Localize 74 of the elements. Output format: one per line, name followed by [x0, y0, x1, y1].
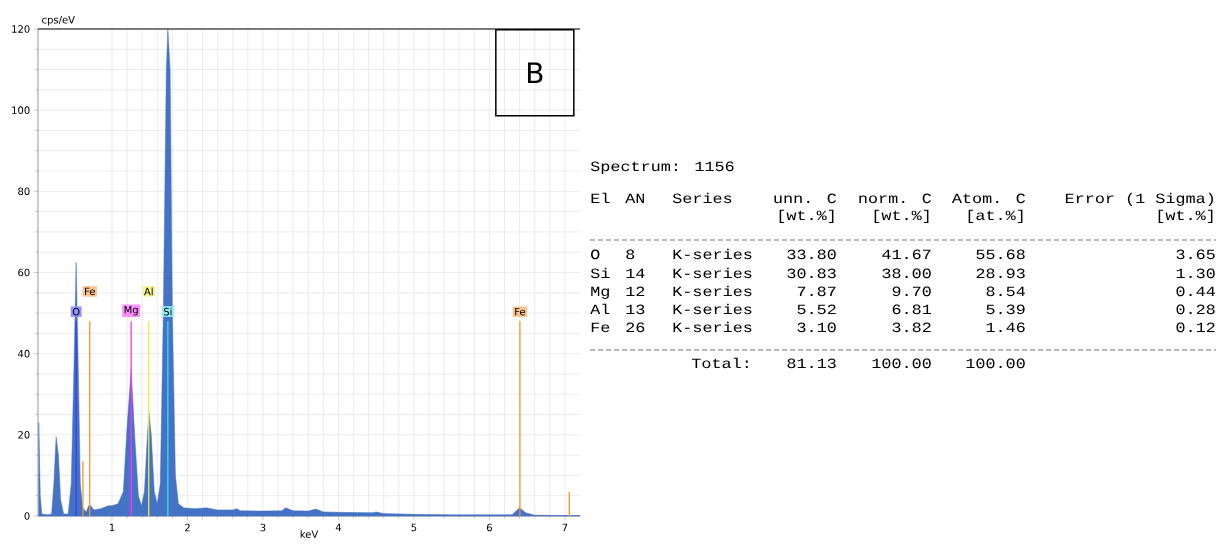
text: 8: [626, 249, 635, 260]
text: 3.65: [1176, 249, 1215, 260]
text: 3.82: [892, 322, 931, 333]
x-tick-label: 6: [486, 523, 492, 532]
text: Fe: [85, 287, 95, 296]
text: 100.00: [872, 358, 931, 369]
text: [wt.%]: [1158, 209, 1213, 223]
annotation: B: [527, 62, 543, 83]
text: norm. C: [859, 193, 932, 204]
text: K-series: [673, 321, 752, 333]
y-tick-label: 40: [17, 349, 30, 358]
text: El: [591, 192, 610, 203]
text: 7.87: [797, 286, 836, 297]
series-label: O: [72, 307, 80, 316]
text: [wt.%]: [779, 209, 834, 223]
text: Spectrum: 1156: [590, 161, 734, 174]
text: unn. C: [774, 193, 837, 204]
text: 0.28: [1176, 304, 1215, 315]
text: 28.93: [976, 268, 1025, 279]
y-tick-label: 0: [24, 512, 30, 520]
text: O: [591, 249, 600, 260]
y-tick-label: 120: [12, 25, 30, 33]
x-tick-label: 1: [109, 523, 115, 532]
text: 12: [626, 286, 645, 296]
x-tick-label: 3: [260, 523, 266, 532]
text: Atom. C: [951, 193, 1026, 204]
x-tick-label: 4: [335, 523, 342, 532]
text: K-series: [673, 267, 752, 279]
y-tick-label: 80: [18, 187, 30, 196]
y-tick-label: 60: [18, 268, 30, 277]
text: 9.70: [892, 286, 931, 297]
text: 41.67: [882, 249, 931, 260]
text: Al: [144, 287, 153, 296]
text: Fe: [591, 322, 610, 333]
text: 100.00: [966, 358, 1025, 369]
text: Mg: [591, 286, 609, 299]
text: 26: [626, 322, 645, 333]
series-label: Mg: [124, 306, 138, 316]
text: 33.80: [787, 249, 836, 260]
text: 81.13: [787, 358, 836, 369]
text: K-series: [673, 303, 752, 315]
text: 1.46: [986, 322, 1025, 333]
text: Series: [672, 192, 732, 204]
text: 13: [626, 304, 645, 315]
text: K-series: [673, 248, 752, 260]
text: 5.52: [797, 304, 836, 315]
text: 1.30: [1176, 268, 1215, 279]
x-axis-title: keV: [300, 530, 319, 538]
text: Si: [590, 267, 610, 279]
text: 6.81: [892, 304, 931, 315]
text: 30.83: [787, 268, 836, 279]
text: [at.%]: [968, 209, 1023, 223]
y-tick-label: 100: [12, 106, 30, 114]
text: K-series: [673, 285, 752, 297]
text: Total:: [691, 357, 748, 369]
text: Al: [590, 303, 610, 314]
series-label: Fe: [515, 307, 526, 316]
text: 0.12: [1176, 322, 1215, 333]
y-tick-label: 20: [18, 431, 30, 439]
text: [wt.%]: [874, 209, 929, 223]
text: Error (1 Sigma): [1065, 192, 1213, 206]
x-tick-label: 5: [411, 523, 417, 532]
text: 38.00: [882, 268, 931, 279]
x-tick-label: 2: [185, 523, 190, 532]
text: 0.44: [1176, 286, 1215, 297]
text: 55.68: [976, 249, 1025, 260]
x-tick-label: 7: [562, 523, 568, 532]
text: 5.39: [986, 304, 1025, 315]
y-axis-title: cps/eV: [42, 16, 75, 26]
text: AN: [625, 193, 645, 203]
text: 8.54: [986, 286, 1025, 297]
text: 14: [626, 268, 645, 278]
text: 3.10: [797, 322, 836, 333]
series-label: Si: [163, 307, 172, 316]
